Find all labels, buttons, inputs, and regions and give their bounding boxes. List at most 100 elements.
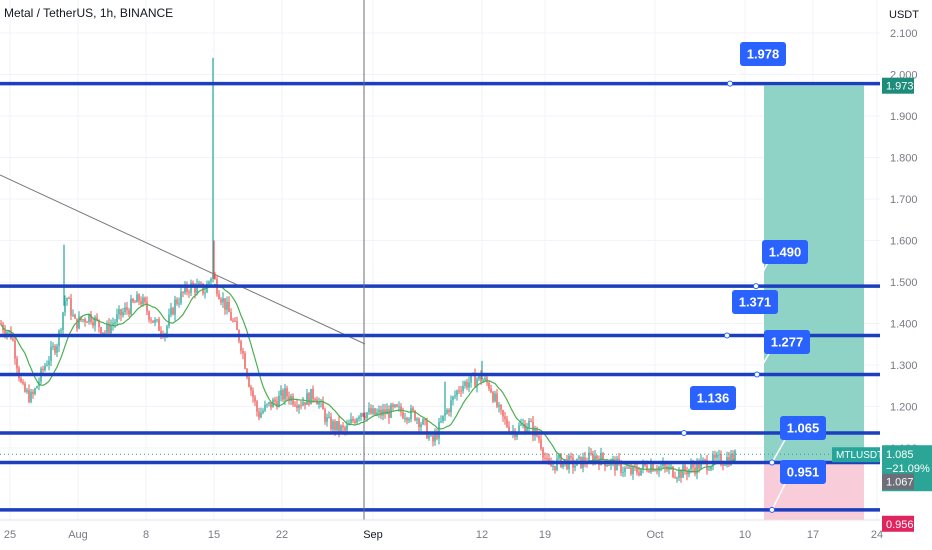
candle-body — [386, 409, 388, 415]
time-tick-label: 15 — [208, 529, 220, 541]
candle-body — [602, 452, 604, 461]
candle-body — [250, 386, 252, 391]
time-axis-bg — [0, 520, 932, 550]
candle-body — [656, 470, 658, 472]
candle-body — [302, 402, 304, 406]
candle-body — [104, 332, 106, 334]
candle-body — [328, 416, 330, 418]
price-tick-label: 1.800 — [890, 153, 918, 165]
candle-body — [458, 390, 460, 392]
candle-body — [542, 448, 544, 458]
time-tick-label: 10 — [739, 529, 751, 541]
candle-body — [264, 404, 266, 411]
candle-body — [234, 320, 236, 322]
time-tick-label: Aug — [68, 529, 88, 541]
candle-body — [594, 455, 596, 463]
candle-body — [258, 411, 260, 418]
candle-body — [432, 435, 434, 442]
time-tick-label: Oct — [646, 529, 663, 541]
candle-body — [8, 330, 10, 333]
candle-body — [616, 458, 618, 471]
callout-label: 1.490 — [769, 245, 802, 260]
candle-body — [66, 298, 68, 301]
candle-body — [520, 424, 522, 426]
candle-body — [480, 374, 482, 382]
callout-pointer — [755, 261, 769, 287]
candle-body — [218, 293, 220, 300]
candle-body — [50, 346, 52, 361]
candle-body — [278, 395, 280, 407]
candle-body — [98, 319, 100, 328]
time-axis[interactable]: 25 Aug 8 15 22 Sep 12 19 Oct 10 17 24 — [0, 519, 932, 550]
candle-body — [170, 307, 172, 315]
candle-body — [424, 419, 426, 421]
candle-body — [96, 317, 98, 320]
candle-body — [180, 291, 182, 304]
callout-anchor — [681, 430, 687, 437]
candle-body — [464, 381, 466, 386]
price-tick-label: 1.700 — [890, 194, 918, 206]
callout-box — [740, 42, 786, 66]
candle-body — [502, 410, 504, 417]
candle-body — [214, 275, 216, 280]
candle-body — [640, 469, 642, 475]
candle-body — [314, 399, 316, 401]
candle-body — [470, 374, 472, 383]
candle-body — [352, 418, 354, 421]
candle-body — [624, 467, 626, 472]
candle-body — [366, 412, 368, 418]
candle-body — [130, 298, 132, 315]
level-callouts[interactable]: 1.978 1.490 1.371 1.277 1.136 1.065 0.951 — [681, 42, 827, 513]
candle-body — [354, 420, 356, 423]
candle-body — [244, 353, 246, 369]
candle-body — [70, 298, 72, 316]
candle-body — [194, 285, 196, 293]
candle-body — [256, 401, 258, 412]
candle-body — [660, 466, 662, 468]
candle-body — [172, 307, 174, 315]
candle-body — [36, 386, 38, 389]
candle-body — [552, 465, 554, 467]
candle-body — [298, 405, 300, 408]
candle-body — [228, 301, 230, 313]
candle-body — [274, 399, 276, 402]
price-tick-label: 1.200 — [890, 402, 918, 414]
candle-body — [684, 465, 686, 472]
candle-body — [116, 314, 118, 322]
candle-body — [692, 464, 694, 468]
candle-body — [648, 470, 650, 473]
candle-body — [322, 400, 324, 410]
level-callout: 1.978 — [727, 42, 786, 87]
candle-body — [398, 406, 400, 408]
candle-body — [374, 408, 376, 416]
candle-body — [608, 465, 610, 467]
candle-body — [126, 307, 128, 311]
trendline — [0, 174, 366, 345]
candle-body — [690, 464, 692, 470]
candle-body — [350, 418, 352, 424]
candle-body — [404, 418, 406, 420]
candle-body — [156, 319, 158, 321]
candle-body — [468, 382, 470, 388]
time-tick-label: 12 — [476, 529, 488, 541]
candle-body — [20, 378, 22, 383]
candle-body — [88, 313, 90, 323]
callout-anchor — [727, 80, 733, 87]
candle-body — [266, 404, 268, 406]
candle-body — [526, 427, 528, 432]
level-callout: 1.371 — [724, 290, 778, 339]
target-badge-label: 1.973 — [886, 81, 914, 93]
candle-body — [492, 392, 494, 402]
candle-body — [230, 312, 232, 321]
candle-body — [232, 320, 234, 322]
candle-body — [318, 402, 320, 405]
candle-body — [358, 416, 360, 419]
candle-body — [694, 467, 696, 474]
candle-body — [646, 465, 648, 471]
candle-body — [74, 314, 76, 319]
candle-body — [90, 313, 92, 322]
candle-body — [144, 297, 146, 303]
candle-body — [584, 457, 586, 463]
candle-body — [12, 338, 14, 341]
